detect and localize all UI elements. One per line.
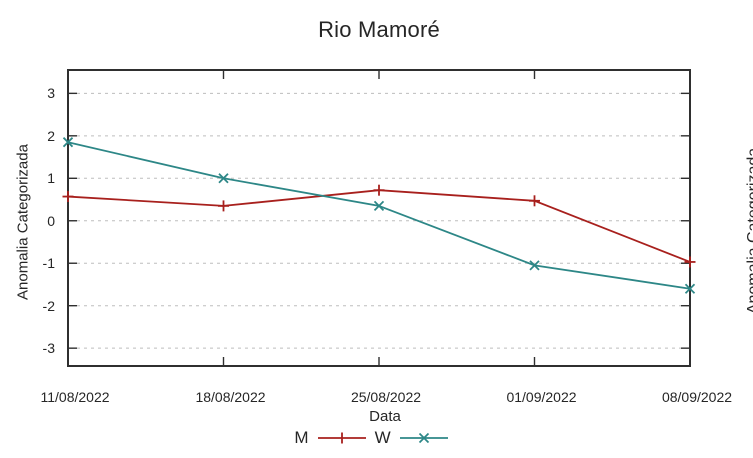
y-tick-label: -3 [42,340,55,357]
plus-marker-icon [317,432,366,444]
x-axis-label: Data [369,408,401,425]
legend: M W [60,428,682,448]
legend-swatch-m [317,432,366,444]
series-line-m [67,189,691,263]
y-tick-label: -2 [42,297,55,314]
series-line-w [67,141,691,290]
chart-title: Rio Mamoré [318,17,440,42]
y-tick-label: -1 [42,255,55,272]
legend-label-w: W [374,428,391,447]
plot-border [67,69,691,367]
legend-swatch-w [399,432,448,444]
plot-line [529,260,540,271]
plot-line [684,283,696,294]
y-tick-label: 0 [47,212,55,229]
x-tick-label: 11/08/2022 [40,389,110,405]
x-tick-label: 08/09/2022 [661,389,733,405]
y-tick-label: 1 [47,170,55,187]
plot-line [218,173,229,184]
y-tick-label: 2 [47,127,55,144]
x-tick-label: 01/09/2022 [506,389,577,405]
x-tick-label: 25/08/2022 [350,389,422,405]
legend-label-m: M [294,428,309,447]
x-tick-label: 18/08/2022 [195,389,266,405]
x-marker-icon [399,432,448,444]
adjacent-chart-ylabel-text: Anomalia Categorizada [745,147,753,315]
plot-line [373,200,385,212]
plot-line [62,137,74,148]
y-tick-label: 3 [47,85,55,102]
